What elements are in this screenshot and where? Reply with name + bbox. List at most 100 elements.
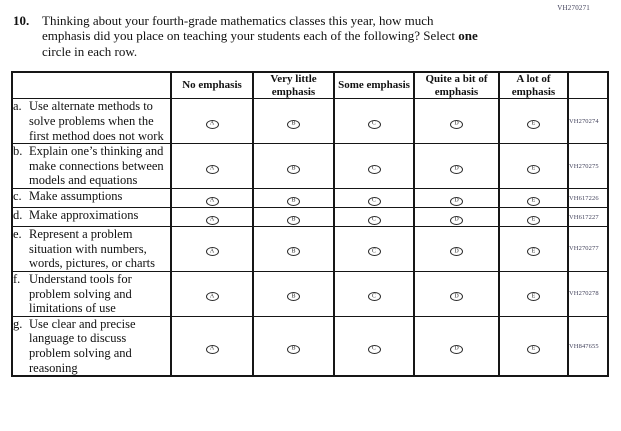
answer-bubble-very-little-emphasis[interactable]: B — [287, 344, 300, 354]
bubble-letter: A — [209, 165, 215, 172]
option-cell-quite-a-bit-of-emphasis: D — [413, 98, 500, 145]
option-cell-quite-a-bit-of-emphasis: D — [413, 270, 500, 317]
row-letter: e. — [13, 227, 22, 242]
answer-bubble-a-lot-of-emphasis[interactable]: E — [527, 119, 540, 129]
bubble-letter: A — [209, 216, 215, 223]
bubble-letter: C — [371, 216, 376, 223]
answer-bubble-a-lot-of-emphasis[interactable]: E — [527, 215, 540, 225]
row-text: Make approximations — [29, 208, 139, 223]
answer-bubble-no-emphasis[interactable]: A — [205, 292, 219, 302]
bubble-letter: B — [291, 120, 296, 127]
bubble-letter: E — [531, 248, 536, 255]
answer-bubble-some-emphasis[interactable]: C — [367, 196, 381, 206]
answer-bubble-quite-a-bit-of-emphasis[interactable]: D — [450, 344, 463, 354]
answer-bubble-no-emphasis[interactable]: A — [205, 247, 219, 257]
bubble-letter: B — [291, 165, 296, 172]
row-label-cell: a. Use alternate methods to solve proble… — [11, 98, 172, 145]
bubble-letter: C — [371, 197, 376, 204]
bubble-letter: D — [454, 165, 459, 172]
option-cell-some-emphasis: C — [333, 315, 415, 377]
question-text-line1: Thinking about your fourth-grade mathema… — [42, 13, 434, 28]
table-row: g. Use clear and precise language to dis… — [11, 315, 609, 377]
row-text: Represent a problem situation with numbe… — [29, 227, 156, 271]
option-cell-no-emphasis: A — [170, 315, 254, 377]
answer-bubble-a-lot-of-emphasis[interactable]: E — [527, 292, 540, 302]
answer-bubble-some-emphasis[interactable]: C — [367, 344, 381, 354]
option-cell-very-little-emphasis: B — [252, 207, 335, 228]
option-cell-some-emphasis: C — [333, 226, 415, 272]
bubble-letter: D — [454, 248, 459, 255]
column-header-a-lot-of-emphasis: A lot of emphasis — [498, 71, 569, 100]
answer-bubble-quite-a-bit-of-emphasis[interactable]: D — [450, 164, 463, 174]
table-row: e. Represent a problem situation with nu… — [11, 226, 609, 272]
answer-bubble-some-emphasis[interactable]: C — [367, 164, 381, 174]
answer-bubble-no-emphasis[interactable]: A — [205, 215, 219, 225]
answer-bubble-quite-a-bit-of-emphasis[interactable]: D — [450, 119, 463, 129]
form-code: VH270271 — [557, 4, 590, 12]
row-letter: b. — [13, 144, 23, 159]
question-text-line3: circle in each row. — [42, 43, 138, 59]
item-code: VH270278 — [567, 270, 609, 317]
bubble-letter: B — [291, 293, 296, 300]
bubble-letter: A — [209, 197, 215, 204]
option-cell-a-lot-of-emphasis: E — [498, 315, 569, 377]
answer-bubble-no-emphasis[interactable]: A — [205, 196, 219, 206]
answer-bubble-very-little-emphasis[interactable]: B — [287, 292, 300, 302]
row-text: Use alternate methods to solve problems … — [29, 99, 164, 143]
question-block: 10. Thinking about your fourth-grade mat… — [13, 13, 621, 59]
answer-bubble-a-lot-of-emphasis[interactable]: E — [527, 164, 540, 174]
answer-bubble-very-little-emphasis[interactable]: B — [287, 196, 300, 206]
option-cell-a-lot-of-emphasis: E — [498, 143, 569, 190]
header-code-cell — [567, 71, 609, 100]
item-code: VH617227 — [567, 207, 609, 228]
answer-bubble-some-emphasis[interactable]: C — [367, 292, 381, 302]
option-cell-quite-a-bit-of-emphasis: D — [413, 207, 500, 228]
answer-bubble-very-little-emphasis[interactable]: B — [287, 247, 300, 257]
option-cell-no-emphasis: A — [170, 143, 254, 190]
bubble-letter: B — [291, 345, 296, 352]
answer-bubble-some-emphasis[interactable]: C — [367, 215, 381, 225]
answer-bubble-no-emphasis[interactable]: A — [205, 164, 219, 174]
answer-bubble-very-little-emphasis[interactable]: B — [287, 215, 300, 225]
answer-bubble-some-emphasis[interactable]: C — [367, 119, 381, 129]
bubble-letter: E — [531, 197, 536, 204]
table-row: d. Make approximations A B C D E VH61722… — [11, 207, 609, 228]
option-cell-a-lot-of-emphasis: E — [498, 98, 569, 145]
answer-bubble-no-emphasis[interactable]: A — [205, 119, 219, 129]
bubble-letter: B — [291, 248, 296, 255]
answer-bubble-quite-a-bit-of-emphasis[interactable]: D — [450, 292, 463, 302]
item-code: VH270275 — [567, 143, 609, 190]
answer-bubble-some-emphasis[interactable]: C — [367, 247, 381, 257]
answer-bubble-no-emphasis[interactable]: A — [205, 344, 219, 354]
column-header-no-emphasis: No emphasis — [170, 71, 254, 100]
answer-bubble-a-lot-of-emphasis[interactable]: E — [527, 196, 540, 206]
answer-bubble-quite-a-bit-of-emphasis[interactable]: D — [450, 215, 463, 225]
option-cell-a-lot-of-emphasis: E — [498, 188, 569, 209]
answer-bubble-very-little-emphasis[interactable]: B — [287, 164, 300, 174]
row-letter: a. — [13, 99, 22, 114]
bubble-letter: D — [454, 216, 459, 223]
bubble-letter: E — [531, 216, 536, 223]
row-letter: d. — [13, 208, 23, 223]
option-cell-a-lot-of-emphasis: E — [498, 207, 569, 228]
bubble-letter: A — [209, 248, 215, 255]
row-label-cell: f. Understand tools for problem solving … — [11, 270, 172, 317]
option-cell-no-emphasis: A — [170, 207, 254, 228]
header-row: No emphasis Very little emphasis Some em… — [11, 71, 609, 100]
row-label-cell: c. Make assumptions — [11, 188, 172, 209]
option-cell-no-emphasis: A — [170, 226, 254, 272]
row-label-cell: e. Represent a problem situation with nu… — [11, 226, 172, 272]
option-cell-some-emphasis: C — [333, 188, 415, 209]
answer-bubble-quite-a-bit-of-emphasis[interactable]: D — [450, 247, 463, 257]
answer-bubble-a-lot-of-emphasis[interactable]: E — [527, 344, 540, 354]
table-row: a. Use alternate methods to solve proble… — [11, 98, 609, 145]
option-cell-a-lot-of-emphasis: E — [498, 226, 569, 272]
bubble-letter: E — [531, 345, 536, 352]
answer-bubble-very-little-emphasis[interactable]: B — [287, 119, 300, 129]
bubble-letter: C — [371, 165, 376, 172]
option-cell-some-emphasis: C — [333, 270, 415, 317]
answer-bubble-quite-a-bit-of-emphasis[interactable]: D — [450, 196, 463, 206]
option-cell-very-little-emphasis: B — [252, 315, 335, 377]
answer-bubble-a-lot-of-emphasis[interactable]: E — [527, 247, 540, 257]
